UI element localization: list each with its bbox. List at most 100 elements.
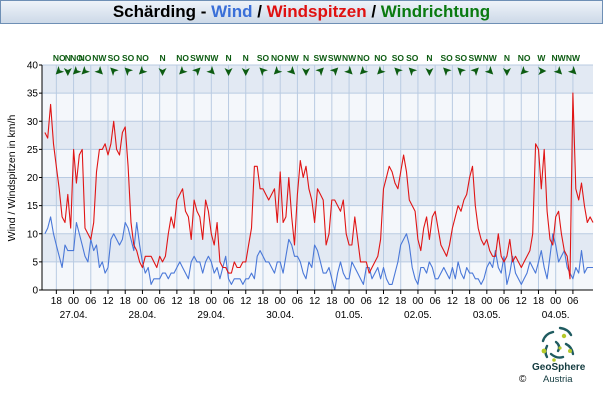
x-tick-label: 00	[550, 296, 562, 307]
wind-direction-label: SW	[314, 53, 329, 63]
wind-direction-label: N	[65, 53, 71, 63]
x-tick-label: 18	[189, 296, 201, 307]
wind-direction-label: SO	[455, 53, 468, 63]
y-tick-label: 30	[27, 117, 39, 128]
x-tick-label: 18	[120, 296, 132, 307]
wind-direction-arrow-icon	[63, 68, 72, 76]
title-station: Schärding	[112, 2, 196, 21]
wind-direction-label: NO	[79, 53, 92, 63]
background-band	[42, 121, 593, 150]
x-tick-label: 00	[68, 296, 80, 307]
x-tick-label: 12	[309, 296, 321, 307]
x-tick-label: 06	[430, 296, 442, 307]
wind-direction-label: N	[225, 53, 231, 63]
wind-direction-label: N	[504, 53, 510, 63]
x-tick-label: 18	[326, 296, 338, 307]
x-tick-label: 06	[292, 296, 304, 307]
y-tick-label: 40	[27, 61, 39, 72]
x-tick-label: 18	[51, 296, 63, 307]
wind-direction-label: NW	[92, 53, 107, 63]
x-tick-label: 18	[533, 296, 545, 307]
wind-direction-label: NO	[53, 53, 66, 63]
x-tick-label: 06	[361, 296, 373, 307]
x-tick-label: 00	[137, 296, 149, 307]
x-tick-label: 12	[378, 296, 390, 307]
wind-direction-label: NO	[176, 53, 189, 63]
logo-subtitle: Austria	[543, 374, 573, 385]
wind-direction-label: NW	[285, 53, 300, 63]
chart-title-bar: Schärding - Wind / Windspitzen / Windric…	[0, 0, 603, 24]
x-date-label: 30.04.	[266, 310, 294, 321]
x-date-label: 01.05.	[335, 310, 363, 321]
wind-direction-label: NO	[357, 53, 370, 63]
title-separator: /	[252, 2, 267, 21]
y-tick-label: 15	[27, 201, 39, 212]
y-axis-label: Wind / Windspitzen in km/h	[6, 115, 18, 242]
series-lines	[44, 92, 594, 291]
wind-direction-label: N	[159, 53, 165, 63]
wind-direction-arrow-icon	[224, 68, 233, 76]
series-line-windspitzen	[44, 92, 594, 280]
y-tick-label: 25	[27, 145, 39, 156]
wind-direction-label: N	[426, 53, 432, 63]
y-tick-label: 5	[32, 257, 38, 268]
x-tick-label: 18	[395, 296, 407, 307]
x-tick-label: 00	[206, 296, 218, 307]
series-line-wind	[44, 216, 593, 291]
wind-direction-label: SO	[406, 53, 419, 63]
wind-direction-label: SO	[392, 53, 405, 63]
wind-direction-label: SW	[468, 53, 483, 63]
x-tick-label: 06	[498, 296, 510, 307]
x-tick-label: 12	[447, 296, 459, 307]
x-tick-label: 00	[344, 296, 356, 307]
wind-direction-label: NW	[551, 53, 566, 63]
x-tick-label: 18	[257, 296, 269, 307]
logo-name: GeoSphere	[532, 362, 586, 373]
x-tick-label: 12	[516, 296, 528, 307]
wind-direction-label: NW	[342, 53, 357, 63]
x-date-label: 27.04.	[60, 310, 88, 321]
wind-direction-label: SO	[441, 53, 454, 63]
x-date-label: 28.04.	[129, 310, 157, 321]
title-gusts: Windspitzen	[266, 2, 367, 21]
wind-direction-arrow-icon	[241, 68, 250, 76]
wind-direction-label: NO	[136, 53, 149, 63]
x-tick-label: 06	[567, 296, 579, 307]
x-tick-label: 06	[85, 296, 97, 307]
x-date-label: 02.05.	[404, 310, 432, 321]
background-band	[42, 65, 593, 94]
wind-direction-label: SO	[122, 53, 135, 63]
axes: 0 5 10 15 20 25 30 35 40 18 00 06 12 18 00 06 12 18 00 06 12…	[27, 61, 593, 321]
geosphere-logo-icon	[541, 326, 575, 362]
x-date-label: 29.04.	[197, 310, 225, 321]
y-tick-label: 35	[27, 89, 39, 100]
title-wind: Wind	[211, 2, 253, 21]
wind-direction-arrow-icon	[425, 68, 434, 76]
wind-direction-arrow-icon	[538, 67, 547, 75]
wind-direction-arrow-icon	[158, 68, 167, 76]
wind-direction-arrow-icon	[302, 68, 311, 76]
x-tick-label: 12	[102, 296, 114, 307]
wind-direction-label: SW	[190, 53, 205, 63]
x-tick-label: 00	[275, 296, 287, 307]
y-tick-label: 20	[27, 173, 39, 184]
wind-direction-label: NO	[374, 53, 387, 63]
x-tick-label: 18	[464, 296, 476, 307]
x-date-label: 04.05.	[542, 310, 570, 321]
grid-lines	[42, 64, 593, 291]
y-tick-label: 10	[27, 229, 39, 240]
wind-direction-label: N	[303, 53, 309, 63]
copyright-symbol: ©	[519, 374, 527, 385]
x-tick-label: 00	[481, 296, 493, 307]
wind-direction-arrow-icon	[502, 68, 511, 76]
title-direction: Windrichtung	[380, 2, 491, 21]
wind-direction-label: NO	[70, 53, 83, 63]
wind-direction-label: SO	[108, 53, 121, 63]
wind-direction-label: NW	[483, 53, 498, 63]
wind-direction-label: NO	[271, 53, 284, 63]
x-date-label: 03.05.	[473, 310, 501, 321]
wind-direction-label: N	[243, 53, 249, 63]
wind-direction-label: W	[537, 53, 546, 63]
title-separator: /	[366, 2, 381, 21]
